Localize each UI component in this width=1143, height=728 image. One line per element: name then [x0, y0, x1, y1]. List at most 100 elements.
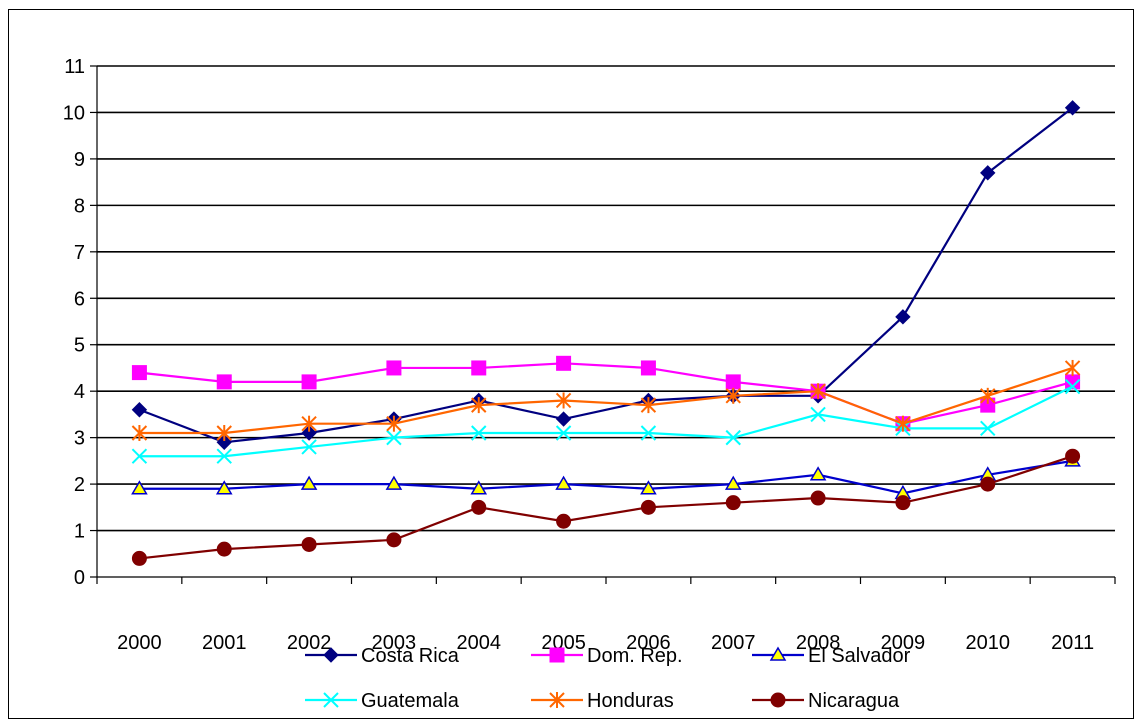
data-point-el-salvador	[555, 475, 572, 490]
data-point-guatemala	[471, 425, 487, 441]
data-point-nicaragua	[810, 490, 826, 506]
y-tick-label: 8	[74, 195, 85, 217]
data-point-costa-rica	[301, 425, 317, 441]
y-tick-label: 0	[74, 567, 85, 589]
data-point-el-salvador	[640, 480, 657, 495]
y-tick-label: 2	[74, 474, 85, 496]
x-tick-label: 2002	[287, 632, 332, 654]
data-point-guatemala-stroke	[810, 406, 826, 423]
data-point-nicaragua	[216, 541, 232, 557]
series-line-dom-rep	[139, 362, 1073, 425]
data-point-dom-rep	[471, 360, 487, 376]
legend-marker-costa-rica	[323, 647, 339, 663]
x-tick-label: 2000	[117, 632, 162, 654]
y-tick-label: 1	[74, 521, 85, 543]
data-point-costa-rica	[555, 411, 572, 427]
data-point-nicaragua	[640, 499, 656, 515]
data-point-honduras	[216, 424, 232, 441]
data-point-honduras	[301, 415, 317, 432]
data-point-guatemala-stroke	[386, 429, 402, 446]
legend-item-costa-rica: Costa Rica	[305, 645, 460, 667]
series-dom-rep	[131, 355, 1081, 432]
y-tick-label: 6	[74, 288, 85, 310]
data-point-nicaragua	[1065, 448, 1081, 464]
data-point-guatemala	[216, 448, 232, 464]
data-point-guatemala-stroke	[301, 439, 317, 455]
data-point-costa-rica	[895, 309, 911, 325]
data-point-honduras	[1064, 359, 1081, 376]
data-point-dom-rep	[301, 374, 317, 390]
data-point-honduras	[725, 387, 741, 404]
data-point-dom-rep	[131, 365, 147, 381]
data-point-dom-rep	[386, 360, 402, 376]
data-point-guatemala-stroke	[980, 420, 996, 437]
data-point-nicaragua	[301, 536, 317, 552]
series-guatemala	[131, 378, 1081, 464]
legend-label: El Salvador	[808, 645, 911, 667]
series-el-salvador	[131, 452, 1081, 500]
data-point-guatemala	[725, 429, 741, 446]
data-point-dom-rep	[640, 360, 656, 376]
data-point-el-salvador	[215, 480, 233, 495]
x-tick-label: 2006	[626, 632, 671, 654]
legend-label: Costa Rica	[361, 645, 460, 667]
data-point-nicaragua	[131, 550, 147, 566]
y-tick-label: 4	[74, 381, 85, 403]
data-point-guatemala	[301, 439, 317, 455]
data-point-costa-rica	[216, 434, 232, 450]
data-point-nicaragua	[556, 513, 572, 529]
chart-frame: 0 1 2 3 4 5 6 7 8 9 10 11 2000 2001 2002 2003 2004 2005 20…	[8, 9, 1134, 719]
data-point-nicaragua	[471, 499, 487, 515]
y-tick-label: 3	[74, 428, 85, 450]
series-honduras	[131, 359, 1081, 441]
data-point-honduras	[980, 387, 996, 404]
x-tick-label: 2008	[796, 632, 841, 654]
data-point-honduras	[640, 397, 657, 414]
x-tick-label: 2001	[202, 632, 247, 654]
y-tick-label: 5	[74, 335, 85, 357]
legend-item-nicaragua: Nicaragua	[752, 690, 900, 712]
data-point-guatemala-stroke	[471, 425, 487, 441]
y-tick-label: 9	[74, 149, 85, 171]
data-point-guatemala	[1064, 378, 1081, 395]
y-tick-label: 7	[74, 242, 85, 264]
data-point-dom-rep	[216, 374, 232, 390]
legend-item-honduras: Honduras	[531, 690, 674, 712]
x-tick-label: 2007	[711, 632, 756, 654]
data-point-nicaragua	[725, 495, 741, 511]
x-tick-label: 2011	[1051, 632, 1094, 654]
data-point-guatemala	[640, 425, 657, 441]
series-costa-rica	[131, 100, 1081, 450]
data-point-guatemala-stroke	[725, 429, 741, 446]
legend-label: Nicaragua	[808, 690, 900, 712]
data-point-guatemala	[386, 429, 402, 446]
data-point-guatemala-stroke	[555, 425, 572, 441]
data-point-el-salvador	[300, 475, 318, 490]
legend-label: Guatemala	[361, 690, 460, 712]
data-point-costa-rica	[1064, 100, 1081, 116]
data-point-el-salvador	[385, 475, 403, 490]
data-point-guatemala	[980, 420, 996, 437]
data-point-nicaragua	[895, 495, 911, 511]
x-tick-label: 2003	[372, 632, 417, 654]
data-point-el-salvador	[724, 475, 742, 490]
data-point-el-salvador	[809, 466, 827, 481]
data-point-el-salvador	[131, 480, 148, 495]
legend-item-el-salvador: El Salvador	[752, 645, 911, 667]
legend-marker-el-salvador	[769, 646, 787, 661]
data-point-guatemala	[810, 406, 826, 423]
legend-label: Dom. Rep.	[587, 645, 683, 667]
data-point-guatemala-stroke	[131, 448, 148, 464]
data-point-honduras	[471, 397, 487, 414]
series-line-nicaragua	[139, 455, 1073, 560]
y-tick-label: 11	[64, 56, 85, 78]
x-tick-label: 2009	[881, 632, 926, 654]
data-point-guatemala-stroke	[1064, 378, 1081, 395]
data-point-guatemala-stroke	[640, 425, 657, 441]
data-point-dom-rep	[556, 355, 572, 371]
data-point-honduras	[810, 383, 826, 400]
data-point-dom-rep	[725, 374, 741, 390]
data-point-nicaragua	[386, 532, 402, 548]
legend-marker-guatemala	[323, 692, 339, 708]
y-tick-label: 10	[63, 102, 85, 124]
